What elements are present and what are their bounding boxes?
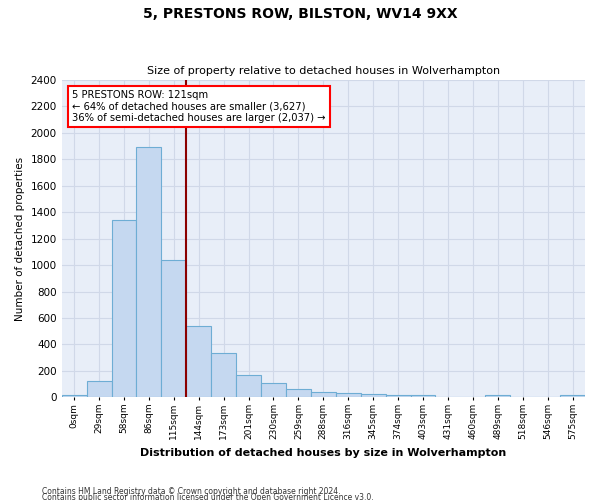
Bar [261,382,286,397]
Bar [86,382,112,397]
Bar [311,392,336,397]
Text: 5 PRESTONS ROW: 121sqm
← 64% of detached houses are smaller (3,627)
36% of semi-: 5 PRESTONS ROW: 121sqm ← 64% of detached… [72,90,326,123]
Bar [112,220,136,397]
Bar [361,394,386,397]
Y-axis label: Number of detached properties: Number of detached properties [15,156,25,320]
Bar [136,148,161,397]
Bar [485,394,510,397]
Title: Size of property relative to detached houses in Wolverhampton: Size of property relative to detached ho… [147,66,500,76]
Bar [211,353,236,397]
Bar [161,260,186,397]
Bar [286,390,311,397]
Text: Contains HM Land Registry data © Crown copyright and database right 2024.: Contains HM Land Registry data © Crown c… [42,486,341,496]
X-axis label: Distribution of detached houses by size in Wolverhampton: Distribution of detached houses by size … [140,448,506,458]
Bar [236,376,261,397]
Bar [186,326,211,397]
Text: Contains public sector information licensed under the Open Government Licence v3: Contains public sector information licen… [42,492,374,500]
Bar [410,396,436,397]
Bar [560,396,585,397]
Text: 5, PRESTONS ROW, BILSTON, WV14 9XX: 5, PRESTONS ROW, BILSTON, WV14 9XX [143,8,457,22]
Bar [62,396,86,397]
Bar [336,394,361,397]
Bar [386,394,410,397]
